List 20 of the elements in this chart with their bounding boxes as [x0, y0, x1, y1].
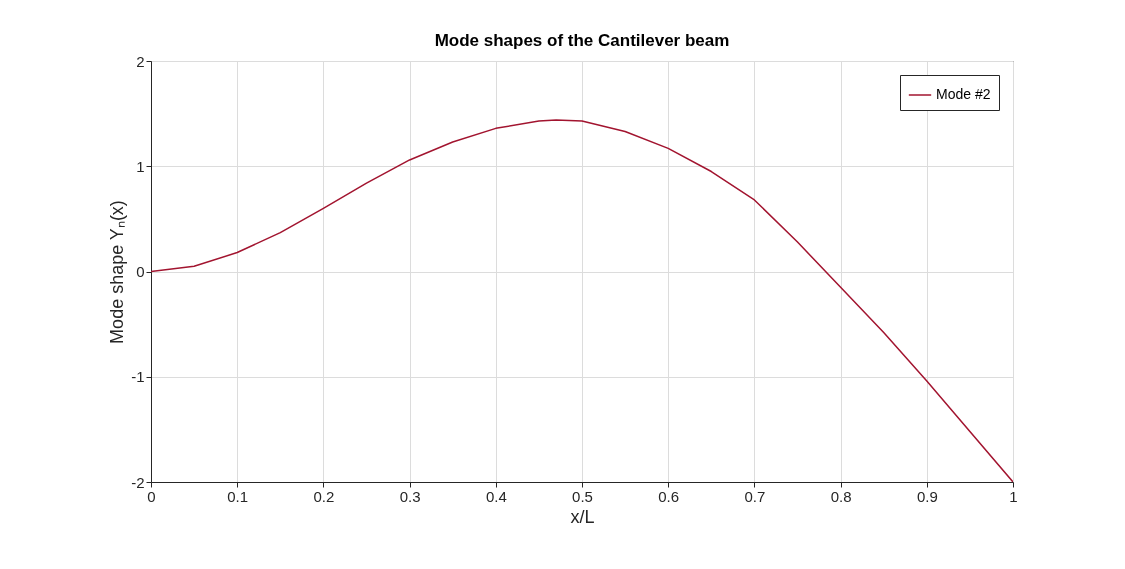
- x-tick-label: 0: [147, 487, 156, 505]
- y-tick-label: 0: [136, 263, 145, 280]
- x-tick-label: 0.1: [227, 487, 249, 505]
- x-tick-label: 0.7: [744, 487, 766, 505]
- x-tick-label: 0.3: [399, 487, 421, 505]
- x-tick-label: 0.6: [658, 487, 680, 505]
- x-tick-label: 1: [1009, 487, 1018, 505]
- chart-title: Mode shapes of the Cantilever beam: [434, 31, 730, 50]
- x-tick-label: 0.9: [916, 487, 938, 505]
- y-tick-label: 1: [136, 157, 145, 175]
- legend-label: Mode #2: [936, 86, 991, 102]
- x-tick-label: 0.2: [313, 487, 335, 505]
- y-tick-label: -2: [131, 473, 145, 491]
- x-tick-label: 0.5: [572, 487, 593, 505]
- y-tick-label: 2: [136, 52, 145, 70]
- y-tick-label: -1: [131, 368, 145, 386]
- x-tick-label: 0.4: [485, 487, 507, 505]
- x-axis-title: x/L: [570, 506, 595, 527]
- y-axis-title: Mode shape Yₙ(x): [107, 200, 128, 344]
- x-tick-label: 0.8: [830, 487, 852, 505]
